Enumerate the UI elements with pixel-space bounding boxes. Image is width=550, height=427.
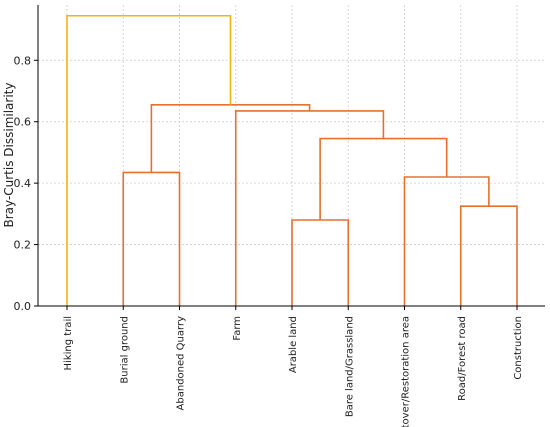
dendrogram-link — [319, 137, 448, 220]
leaf-label: Hiking trail — [63, 316, 74, 370]
y-tick-label: 0.2 — [14, 239, 32, 252]
leaf-label: Cutover/Restoration area — [401, 316, 412, 427]
y-tick-labels: 0.0 0.2 0.4 0.6 0.8 — [14, 54, 32, 313]
y-tick-label: 0.0 — [14, 300, 32, 313]
dendrogram-links — [66, 14, 518, 306]
dendrogram-link — [403, 176, 490, 306]
y-tick-label: 0.8 — [14, 54, 32, 67]
leaf-label: Farm — [232, 316, 243, 341]
leaf-label: Burial ground — [119, 316, 130, 384]
dendrogram-link — [459, 205, 518, 306]
leaf-label: Road/Forest road — [457, 316, 468, 401]
y-axis-label: Bray-Curtis Dissimilarity — [2, 83, 16, 228]
dendrogram-link — [291, 219, 350, 306]
leaf-label: Construction — [513, 316, 524, 380]
leaf-labels: Hiking trail Burial ground Abandoned Quarr… — [63, 316, 524, 427]
dendrogram-link — [66, 14, 232, 306]
y-tick-label: 0.4 — [14, 177, 32, 190]
leaf-label: Abandoned Quarry — [176, 316, 187, 411]
axes — [34, 5, 545, 310]
leaf-label: Bare land/Grassland — [344, 316, 355, 417]
dendrogram-link — [150, 104, 311, 173]
y-tick-label: 0.6 — [14, 116, 32, 129]
dendrogram-link — [234, 110, 385, 306]
leaf-label: Arable land — [288, 316, 299, 373]
dendrogram-link — [122, 171, 181, 306]
